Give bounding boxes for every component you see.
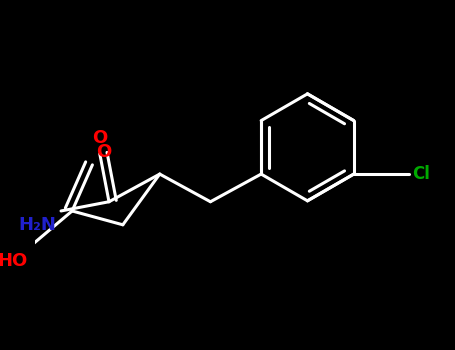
Text: H₂N: H₂N (19, 216, 56, 233)
Text: O: O (92, 130, 107, 147)
Text: HO: HO (0, 252, 28, 270)
Text: Cl: Cl (412, 165, 430, 183)
Text: O: O (96, 143, 111, 161)
